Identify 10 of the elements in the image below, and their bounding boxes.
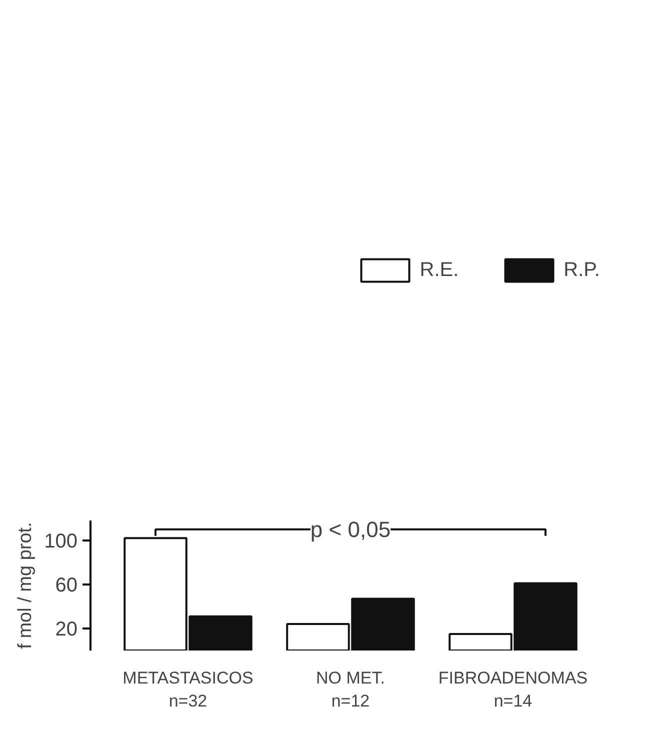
y-tick-label: 60: [55, 574, 78, 596]
y-tick-label: 20: [55, 618, 78, 640]
annotation: p < 0,05: [310, 516, 391, 542]
x-tick-label: NO MET. n=12: [316, 668, 385, 710]
legend-label: R.P.: [564, 258, 600, 282]
y-tick-label: 100: [44, 530, 78, 552]
x-tick-label: METASTASICOS n=32: [122, 668, 254, 710]
y-axis-title: f mol / mg prot.: [15, 522, 36, 649]
x-tick-label: FIBROADENOMAS n=14: [438, 668, 588, 710]
legend-label: R.E.: [420, 258, 459, 282]
